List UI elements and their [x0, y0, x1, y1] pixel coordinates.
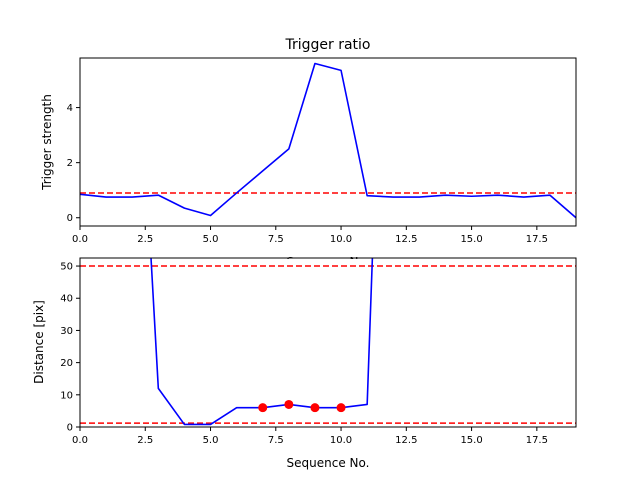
y-tick-label: 2 — [67, 158, 73, 169]
data-point-marker — [310, 403, 320, 413]
x-tick-label: 12.5 — [395, 234, 417, 245]
x-tick-label: 5.0 — [203, 234, 219, 245]
x-tick-label: 2.5 — [137, 435, 153, 446]
axes-frame-bottom-top — [79, 257, 577, 428]
y-tick-label: 0 — [67, 423, 73, 434]
axes-frame-top — [79, 57, 577, 227]
x-tick-label: 12.5 — [395, 435, 417, 446]
x-tick-label: 0.0 — [72, 234, 88, 245]
y-tick-label: 4 — [67, 103, 73, 114]
y-axis-label-bottom: Distance [pix] — [32, 300, 46, 384]
x-ticks-bottom: 0.0 2.5 5.0 7.5 10.0 12.5 15.0 17.5 — [72, 427, 548, 446]
y-tick-label: 30 — [60, 326, 73, 337]
y-tick-label: 50 — [60, 262, 73, 273]
y-tick-label: 20 — [60, 358, 73, 369]
y-tick-label: 0 — [67, 213, 73, 224]
x-tick-label: 15.0 — [460, 435, 482, 446]
x-ticks-top: 0.0 2.5 5.0 7.5 10.0 12.5 15.0 17.5 — [72, 226, 548, 245]
x-tick-label: 7.5 — [268, 435, 284, 446]
x-tick-label: 7.5 — [268, 234, 284, 245]
data-point-marker — [336, 403, 346, 413]
data-point-marker — [284, 399, 294, 409]
chart-title: Trigger ratio — [284, 37, 370, 53]
x-tick-label: 0.0 — [72, 435, 88, 446]
x-tick-label: 15.0 — [460, 234, 482, 245]
y-tick-label: 40 — [60, 294, 73, 305]
data-point-marker — [258, 403, 268, 413]
top-chart-trigger-ratio: Trigger ratio 0.0 2.5 5.0 7.5 10.0 12.5 15.0 17… — [40, 37, 577, 245]
x-tick-label: 17.5 — [526, 435, 548, 446]
x-tick-label: 2.5 — [137, 234, 153, 245]
x-tick-label: 5.0 — [203, 435, 219, 446]
bottom-axes-background — [81, 259, 575, 426]
x-tick-label: 17.5 — [526, 234, 548, 245]
series-line — [80, 62, 576, 219]
x-tick-label: 10.0 — [330, 435, 352, 446]
y-axis-label-top: Trigger strength — [40, 94, 54, 191]
y-ticks-top: 0 2 4 — [67, 103, 80, 224]
x-tick-label: 10.0 — [330, 234, 352, 245]
y-ticks-bottom: 0 10 20 30 40 50 — [60, 262, 80, 434]
plot-area-bottom-lines — [80, 258, 576, 426]
plot-area-top — [80, 62, 576, 219]
y-tick-label: 10 — [60, 390, 73, 401]
x-axis-label-bottom: Sequence No. — [287, 456, 370, 470]
